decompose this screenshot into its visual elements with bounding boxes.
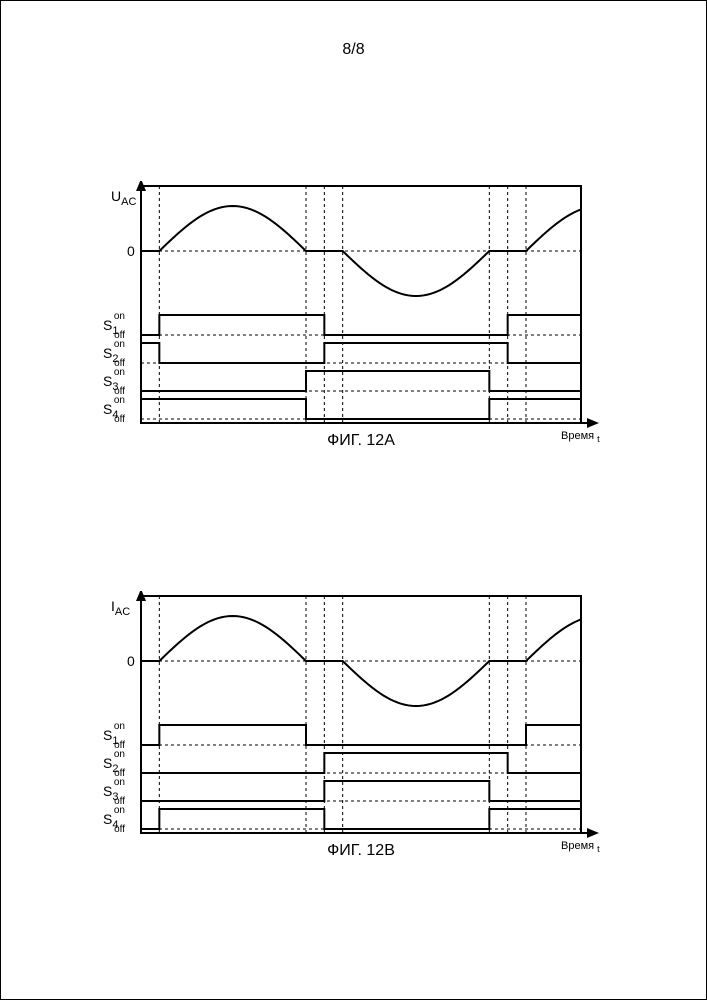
switch-on-label: on [114,339,125,350]
switch-on-label: on [114,395,125,406]
switch-trace-3 [141,781,581,801]
switch-trace-4 [141,809,581,829]
x-axis-label: Время t [561,840,600,854]
switch-on-label: on [114,749,125,760]
figure-caption: ФИГ. 12А [327,432,395,449]
zero-label: 0 [127,653,135,669]
page-number: 8/8 [1,41,706,59]
timing-diagram: IAC0S1onoffS2onoffS3onoffS4onoffФИГ. 12В… [101,591,621,873]
switch-off-label: off [114,824,125,835]
switch-trace-2 [141,343,581,363]
switch-trace-2 [141,753,581,773]
switch-on-label: on [114,367,125,378]
switch-on-label: on [114,311,125,322]
timing-diagram: UAC0S1onoffS2onoffS3onoffS4onoffФИГ. 12А… [101,181,621,463]
figure-figB: IAC0S1onoffS2onoffS3onoffS4onoffФИГ. 12В… [101,591,621,873]
page: 8/8 UAC0S1onoffS2onoffS3onoffS4onoffФИГ.… [0,0,707,1000]
switch-on-label: on [114,777,125,788]
switch-trace-1 [141,725,581,745]
figure-figA: UAC0S1onoffS2onoffS3onoffS4onoffФИГ. 12А… [101,181,621,463]
figure-caption: ФИГ. 12В [327,842,395,859]
y-axis-label: IAC [111,598,130,618]
switch-trace-3 [141,371,581,391]
x-axis-label: Время t [561,430,600,444]
switch-trace-4 [141,399,581,419]
zero-label: 0 [127,243,135,259]
y-axis-label: UAC [111,188,136,208]
switch-on-label: on [114,805,125,816]
switch-off-label: off [114,414,125,425]
switch-trace-1 [141,315,581,335]
switch-on-label: on [114,721,125,732]
